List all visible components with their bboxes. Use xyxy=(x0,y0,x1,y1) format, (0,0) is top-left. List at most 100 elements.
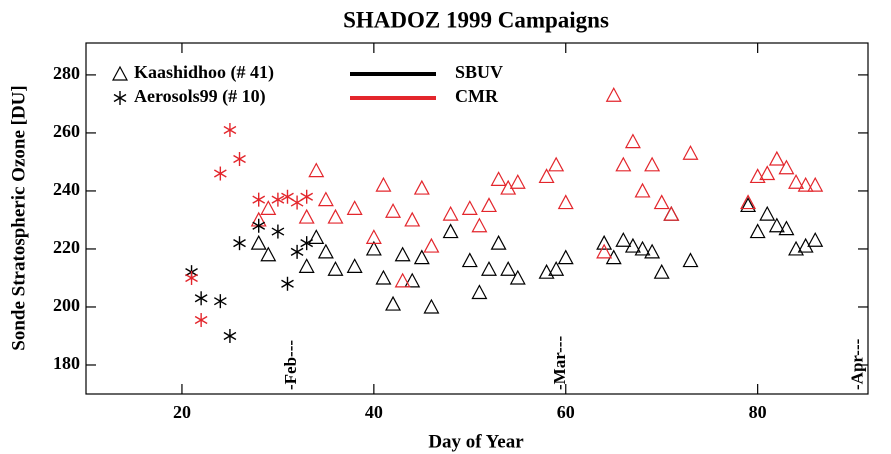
chart-title: SHADOZ 1999 Campaigns xyxy=(343,7,609,32)
asterisk-marker xyxy=(213,294,227,309)
asterisk-stroke xyxy=(233,154,246,164)
asterisk-stroke xyxy=(300,192,314,201)
triangle-marker xyxy=(375,269,392,285)
asterisk-stroke xyxy=(300,239,314,248)
asterisk-marker xyxy=(223,328,237,343)
triangle-marker xyxy=(548,260,565,276)
triangle-marker xyxy=(423,298,440,314)
triangle-marker xyxy=(111,65,129,81)
triangle-marker xyxy=(596,243,613,259)
annotation: -Feb--- xyxy=(281,340,300,390)
triangle-marker xyxy=(653,194,670,210)
annotation: -Mar--- xyxy=(550,336,569,390)
triangle-marker xyxy=(308,162,325,178)
triangle-marker xyxy=(624,133,641,149)
asterisk-marker xyxy=(281,276,294,291)
triangle-marker xyxy=(308,229,325,244)
x-tick-label: 60 xyxy=(557,402,575,422)
triangle-marker xyxy=(807,176,824,192)
x-axis-label: Day of Year xyxy=(428,431,524,452)
asterisk-marker xyxy=(213,166,227,181)
triangle-marker xyxy=(471,284,488,300)
asterisk-stroke xyxy=(213,297,227,306)
legend-label: SBUV xyxy=(455,62,503,82)
asterisk-stroke xyxy=(290,247,304,256)
asterisk-stroke xyxy=(194,315,208,325)
triangle-marker xyxy=(749,223,766,239)
y-tick-label: 220 xyxy=(53,237,80,257)
triangle-marker xyxy=(797,176,814,192)
legend-label: Aerosols99 (# 10) xyxy=(134,86,266,107)
triangle-marker xyxy=(634,182,651,198)
triangle-marker xyxy=(480,197,497,213)
asterisk-marker xyxy=(233,152,246,167)
triangle-marker xyxy=(471,217,488,233)
triangle-marker xyxy=(768,217,785,233)
triangle-marker xyxy=(442,223,459,239)
triangle-marker xyxy=(385,202,402,218)
annotation: -Apr--- xyxy=(847,338,866,390)
triangle-marker xyxy=(538,263,555,279)
asterisk-marker xyxy=(194,313,208,328)
y-tick-label: 200 xyxy=(53,295,80,315)
legend-label: CMR xyxy=(455,86,499,106)
triangle-marker xyxy=(500,260,517,276)
triangle-marker xyxy=(365,229,382,244)
triangle-marker xyxy=(260,200,277,215)
triangle-marker xyxy=(596,234,613,250)
asterisk-stroke xyxy=(271,227,285,236)
asterisk-stroke xyxy=(233,239,246,248)
triangle-marker xyxy=(394,246,411,262)
triangle-marker xyxy=(740,194,757,210)
triangle-marker xyxy=(317,243,334,259)
triangle-marker xyxy=(548,156,565,172)
asterisk-stroke xyxy=(223,331,237,341)
triangle-marker xyxy=(346,258,363,273)
asterisk-marker xyxy=(252,192,266,207)
triangle-marker xyxy=(740,197,757,213)
triangle-marker xyxy=(375,176,392,192)
triangle-marker xyxy=(807,231,824,247)
asterisk-marker xyxy=(194,291,208,306)
triangle-marker xyxy=(317,191,334,207)
asterisk-marker xyxy=(290,244,304,259)
asterisk-stroke xyxy=(185,273,198,283)
triangle-marker xyxy=(385,295,402,311)
asterisk-marker xyxy=(223,123,237,138)
triangle-marker xyxy=(615,156,632,172)
x-tick-label: 40 xyxy=(365,402,383,422)
triangle-marker xyxy=(461,200,478,215)
asterisk-marker xyxy=(252,218,266,233)
triangle-marker xyxy=(404,272,421,288)
asterisk-marker xyxy=(290,195,304,210)
x-tick-label: 20 xyxy=(173,402,191,422)
triangle-marker xyxy=(644,156,661,172)
triangle-marker xyxy=(788,173,805,189)
triangle-marker xyxy=(682,144,699,160)
asterisk-marker xyxy=(233,236,246,251)
legend-label: Kaashidhoo (# 41) xyxy=(134,62,274,83)
triangle-marker xyxy=(768,150,785,166)
triangle-marker xyxy=(682,252,699,268)
triangle-marker xyxy=(653,263,670,279)
triangle-marker xyxy=(327,208,344,224)
triangle-marker xyxy=(394,272,411,288)
y-tick-label: 260 xyxy=(53,121,80,141)
triangle-marker xyxy=(538,168,555,184)
asterisk-stroke xyxy=(252,221,266,230)
asterisk-stroke xyxy=(281,192,294,201)
triangle-marker xyxy=(663,205,680,221)
triangle-marker xyxy=(490,234,507,250)
asterisk-marker xyxy=(271,224,285,239)
triangle-marker xyxy=(557,249,574,265)
triangle-marker xyxy=(298,208,315,224)
asterisk-stroke xyxy=(281,279,294,288)
triangle-marker xyxy=(778,220,795,236)
triangle-marker xyxy=(759,165,776,181)
triangle-marker xyxy=(260,246,277,262)
triangle-marker xyxy=(509,173,526,189)
triangle-marker xyxy=(778,159,795,175)
triangle-marker xyxy=(557,194,574,210)
triangle-marker xyxy=(461,252,478,268)
